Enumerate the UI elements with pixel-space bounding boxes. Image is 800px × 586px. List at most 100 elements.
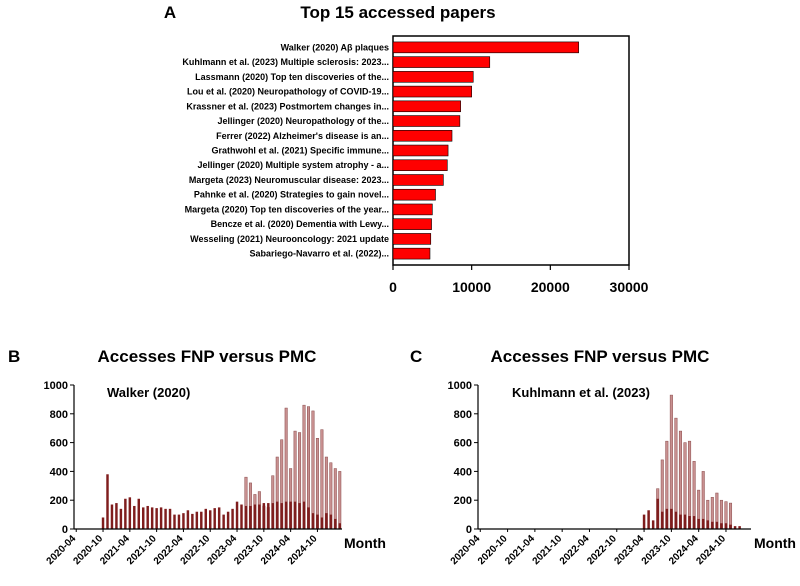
- hbar-category-label: Kuhlmann et al. (2023) Multiple sclerosi…: [182, 57, 389, 67]
- fnp-bar: [688, 516, 691, 529]
- fnp-bar: [280, 503, 283, 529]
- hbar: [392, 56, 491, 68]
- fnp-bar: [311, 513, 315, 529]
- x-tick-label: 10000: [452, 279, 491, 295]
- hbar: [392, 100, 461, 113]
- fnp-bar: [106, 474, 109, 529]
- fnp-bar: [729, 524, 732, 529]
- panel-c-x-axis-label: Month: [754, 535, 796, 551]
- fnp-bar: [119, 508, 123, 529]
- hbar: [392, 188, 436, 201]
- pmc-bar: [320, 429, 324, 530]
- y-tick-label: 600: [50, 438, 68, 450]
- fnp-bar: [115, 503, 118, 529]
- fnp-bar: [186, 510, 190, 529]
- hbar-category-label: Jellinger (2020) Neuropathology of the..…: [217, 116, 389, 126]
- fnp-bar: [661, 511, 664, 529]
- x-tick-label: 2024-10: [694, 533, 728, 567]
- pmc-bar: [678, 430, 682, 530]
- y-tick-label: 800: [50, 409, 68, 421]
- fnp-bar: [173, 514, 176, 529]
- fnp-bar: [159, 507, 163, 529]
- hbar: [392, 203, 433, 216]
- fnp-bar: [177, 514, 181, 529]
- fnp-bar: [253, 504, 257, 529]
- panel-c-annotation: Kuhlmann et al. (2023): [512, 385, 650, 400]
- y-tick-label: 0: [466, 524, 472, 536]
- panel-a-title: Top 15 accessed papers: [300, 3, 495, 22]
- fnp-bar: [651, 520, 655, 529]
- hbar-category-label: Margeta (2020) Top ten discoveries of th…: [185, 204, 389, 214]
- fnp-bar: [262, 503, 266, 529]
- fnp-bar: [137, 498, 140, 529]
- hbar-category-label: Lassmann (2020) Top ten discoveries of t…: [195, 72, 389, 82]
- fnp-bar: [325, 513, 328, 529]
- hbar-category-label: Margeta (2023) Neuromuscular disease: 20…: [189, 175, 389, 185]
- fnp-bar: [204, 508, 207, 529]
- fnp-bar: [146, 505, 149, 529]
- hbar-category-label: Wesseling (2021) Neurooncology: 2021 upd…: [190, 234, 389, 244]
- y-tick-label: 1000: [448, 380, 472, 392]
- fnp-bar: [133, 505, 136, 529]
- panel-b-bars: [101, 404, 342, 530]
- y-tick-label: 1000: [44, 380, 68, 392]
- fnp-bar: [101, 517, 105, 529]
- panel-c-letter: C: [410, 347, 422, 366]
- panel-b: B Accesses FNP versus PMC Walker (2020) …: [8, 347, 386, 567]
- fnp-bar: [213, 508, 216, 529]
- fnp-bar: [320, 517, 324, 529]
- fnp-bar: [258, 504, 261, 529]
- panel-b-title: Accesses FNP versus PMC: [98, 347, 317, 366]
- fnp-bar: [338, 523, 341, 529]
- hbar: [392, 41, 579, 54]
- fnp-bar: [670, 508, 673, 529]
- fnp-bar: [128, 497, 132, 529]
- fnp-bar: [647, 510, 650, 529]
- fnp-bar: [231, 508, 234, 529]
- x-tick-label: 30000: [610, 279, 649, 295]
- fnp-bar: [679, 514, 682, 529]
- y-tick-label: 800: [454, 409, 472, 421]
- hbar-category-label: Sabariego-Navarro et al. (2022)...: [249, 249, 389, 259]
- fnp-bar: [733, 526, 737, 529]
- pmc-bar: [311, 410, 315, 530]
- hbar-category-label: Walker (2020) Aβ plaques: [281, 42, 389, 52]
- panel-c-bars: [642, 394, 741, 530]
- y-tick-label: 200: [454, 495, 472, 507]
- panel-b-letter: B: [8, 347, 20, 366]
- y-tick-label: 200: [50, 495, 68, 507]
- hbar: [392, 71, 474, 83]
- fnp-bar: [155, 508, 158, 529]
- hbar-category-label: Pahnke et al. (2020) Strategies to gain …: [194, 190, 389, 200]
- hbar-category-label: Krassner et al. (2023) Postmortem change…: [186, 101, 389, 111]
- fnp-bar: [289, 501, 292, 529]
- panel-a-x-ticks: 0 10000 20000 30000: [389, 265, 649, 295]
- panel-b-annotation: Walker (2020): [107, 385, 190, 400]
- fnp-bar: [182, 513, 185, 529]
- hbar-category-label: Grathwohl et al. (2021) Specific immune.…: [211, 146, 389, 156]
- fnp-bar: [124, 498, 127, 529]
- hbar: [392, 85, 472, 98]
- fnp-bar: [674, 511, 678, 529]
- hbar: [392, 144, 449, 157]
- fnp-bar: [249, 505, 252, 529]
- fnp-bar: [302, 501, 306, 529]
- fnp-bar: [276, 501, 279, 529]
- panel-a-letter: A: [164, 3, 176, 22]
- fnp-bar: [226, 511, 230, 529]
- fnp-bar: [240, 504, 243, 529]
- hbar-category-label: Lou et al. (2020) Neuropathology of COVI…: [187, 87, 389, 97]
- hbar: [392, 218, 432, 230]
- fnp-bar: [307, 507, 310, 529]
- hbar: [392, 174, 444, 186]
- y-tick-label: 400: [50, 466, 68, 478]
- x-tick-label: 2024-10: [286, 533, 320, 567]
- fnp-bar: [683, 514, 687, 529]
- fnp-bar: [209, 510, 212, 529]
- panel-a-bars: [392, 41, 579, 260]
- fnp-bar: [665, 508, 669, 529]
- fnp-bar: [267, 503, 270, 529]
- fnp-bar: [642, 514, 646, 529]
- y-tick-label: 400: [454, 466, 472, 478]
